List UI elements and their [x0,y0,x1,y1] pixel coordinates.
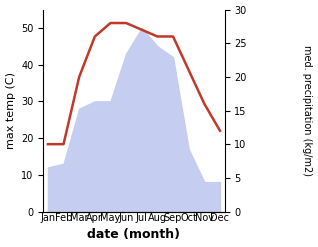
Y-axis label: med. precipitation (kg/m2): med. precipitation (kg/m2) [302,45,313,176]
X-axis label: date (month): date (month) [87,228,180,242]
Y-axis label: max temp (C): max temp (C) [5,72,16,149]
